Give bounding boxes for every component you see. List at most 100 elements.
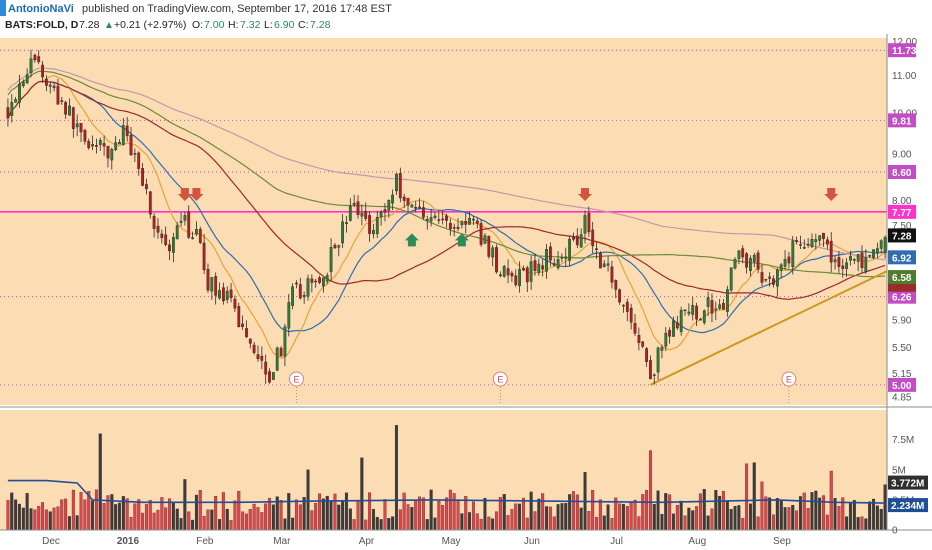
candle[interactable] <box>533 260 537 271</box>
candle[interactable] <box>221 287 225 302</box>
candle[interactable] <box>641 341 645 347</box>
candle[interactable] <box>144 184 148 190</box>
candle[interactable] <box>572 237 575 240</box>
earnings-marker-icon[interactable] <box>288 371 304 387</box>
candle[interactable] <box>549 246 552 261</box>
volume-bar[interactable] <box>460 513 464 531</box>
candle[interactable] <box>302 295 306 298</box>
volume-bar[interactable] <box>79 492 83 531</box>
candle[interactable] <box>279 347 283 357</box>
volume-bar[interactable] <box>302 497 306 531</box>
volume-bar[interactable] <box>645 490 649 531</box>
candle[interactable] <box>595 248 598 250</box>
candle[interactable] <box>752 254 756 262</box>
volume-bar[interactable] <box>398 509 402 531</box>
candle[interactable] <box>248 338 252 344</box>
volume-bar[interactable] <box>864 518 868 531</box>
candle[interactable] <box>422 207 425 218</box>
candle[interactable] <box>475 220 479 224</box>
volume-bar[interactable] <box>368 492 372 531</box>
candle[interactable] <box>695 305 699 320</box>
volume-bar[interactable] <box>664 493 668 531</box>
volume-bar[interactable] <box>575 494 579 531</box>
candle[interactable] <box>272 372 275 380</box>
volume-bar[interactable] <box>371 508 375 531</box>
candle[interactable] <box>256 354 260 360</box>
volume-bar[interactable] <box>571 491 575 531</box>
candle[interactable] <box>876 248 879 254</box>
candle[interactable] <box>799 244 802 246</box>
candle[interactable] <box>637 335 641 343</box>
candle[interactable] <box>233 298 237 309</box>
volume-bar[interactable] <box>541 493 545 531</box>
buy-arrow-icon[interactable] <box>454 233 469 247</box>
volume-bar[interactable] <box>691 510 695 531</box>
volume-bar[interactable] <box>283 518 287 531</box>
volume-bar[interactable] <box>152 512 156 531</box>
candle[interactable] <box>406 197 410 206</box>
volume-bar[interactable] <box>17 503 21 531</box>
volume-bar[interactable] <box>679 500 683 531</box>
volume-bar[interactable] <box>21 507 25 531</box>
volume-bar[interactable] <box>360 457 364 531</box>
candle[interactable] <box>360 213 364 217</box>
volume-bar[interactable] <box>621 504 625 531</box>
volume-bar[interactable] <box>529 491 533 531</box>
volume-bar[interactable] <box>725 500 729 531</box>
candle[interactable] <box>395 173 398 192</box>
author-name[interactable]: AntonioNaVi <box>8 3 74 15</box>
candle[interactable] <box>441 218 445 221</box>
volume-bar[interactable] <box>629 501 633 531</box>
candle[interactable] <box>522 268 525 271</box>
candle[interactable] <box>706 297 710 307</box>
volume-bar[interactable] <box>144 504 148 531</box>
candle[interactable] <box>514 275 518 286</box>
candle[interactable] <box>668 330 672 337</box>
candle[interactable] <box>849 256 852 261</box>
candle[interactable] <box>787 256 791 264</box>
volume-bar[interactable] <box>233 500 237 531</box>
candle[interactable] <box>622 304 625 307</box>
candle[interactable] <box>733 259 737 269</box>
candle[interactable] <box>868 255 872 257</box>
volume-bar[interactable] <box>271 504 275 531</box>
candle[interactable] <box>187 211 191 238</box>
candle[interactable] <box>460 221 464 226</box>
volume-bar[interactable] <box>406 504 410 531</box>
volume-bar[interactable] <box>579 507 583 531</box>
volume-bar[interactable] <box>114 504 118 531</box>
volume-bar[interactable] <box>110 494 114 531</box>
volume-bar[interactable] <box>337 504 341 531</box>
volume-bar[interactable] <box>856 517 860 531</box>
volume-bar[interactable] <box>14 499 18 531</box>
candle[interactable] <box>591 229 595 247</box>
volume-bar[interactable] <box>125 498 129 531</box>
candle[interactable] <box>333 244 337 249</box>
candle[interactable] <box>529 261 533 282</box>
volume-bar[interactable] <box>218 519 222 531</box>
candle[interactable] <box>856 254 860 262</box>
candle[interactable] <box>683 309 687 311</box>
candle[interactable] <box>252 344 256 353</box>
candle[interactable] <box>583 215 587 234</box>
volume-bar[interactable] <box>483 497 487 531</box>
candle[interactable] <box>702 310 706 323</box>
candle[interactable] <box>137 152 141 169</box>
candle[interactable] <box>218 290 221 299</box>
volume-bar[interactable] <box>402 492 406 531</box>
candle[interactable] <box>599 252 602 269</box>
volume-bar[interactable] <box>241 511 245 531</box>
volume-bar[interactable] <box>671 513 675 531</box>
volume-bar[interactable] <box>802 492 806 531</box>
candle[interactable] <box>391 194 394 204</box>
volume-bar[interactable] <box>637 516 641 531</box>
candle[interactable] <box>587 212 591 233</box>
volume-bar[interactable] <box>206 509 210 531</box>
volume-bar[interactable] <box>848 503 852 531</box>
volume-bar[interactable] <box>183 479 187 531</box>
candle[interactable] <box>241 323 244 327</box>
candle[interactable] <box>525 267 529 283</box>
candle[interactable] <box>741 248 745 258</box>
volume-bar[interactable] <box>533 511 537 531</box>
